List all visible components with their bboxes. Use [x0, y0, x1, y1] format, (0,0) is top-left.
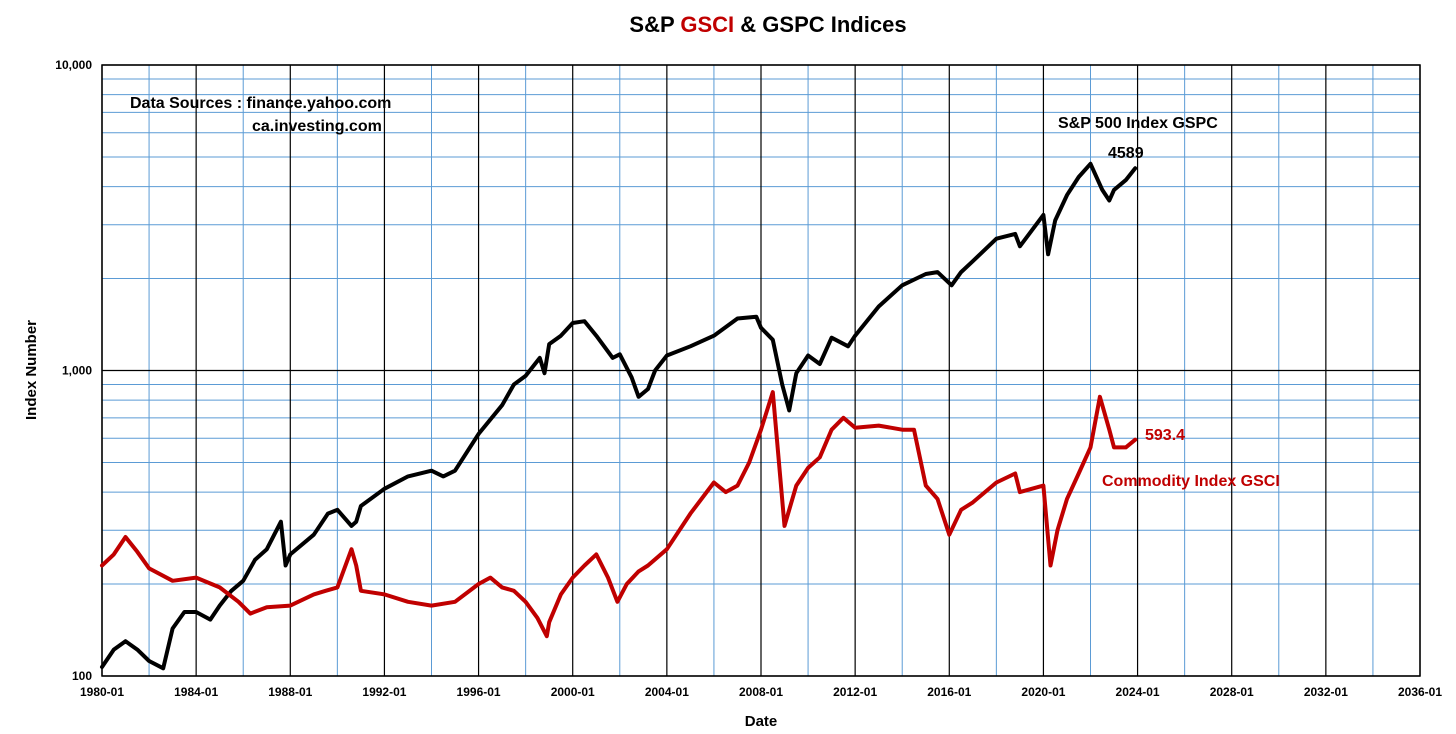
- data-sources-line2: ca.investing.com: [252, 118, 382, 135]
- x-tick-label: 1988-01: [268, 685, 312, 699]
- x-tick-label: 2028-01: [1210, 685, 1254, 699]
- gspc-last-value: 4589: [1108, 145, 1144, 162]
- y-tick-label: 10,000: [55, 58, 92, 72]
- x-tick-label: 2004-01: [645, 685, 689, 699]
- y-tick-labels: 100 1,000 10,000: [55, 58, 92, 683]
- x-tick-label: 1980-01: [80, 685, 124, 699]
- x-tick-labels: 1980-01 1984-01 1988-01 1992-01 1996-01 2000-…: [80, 685, 1442, 699]
- series-layer: [100, 161, 1138, 671]
- x-tick-label: 2016-01: [927, 685, 971, 699]
- x-tick-label: 2036-01: [1398, 685, 1442, 699]
- x-tick-label: 2020-01: [1021, 685, 1065, 699]
- x-tick-label: 2000-01: [551, 685, 595, 699]
- x-tick-label: 1984-01: [174, 685, 218, 699]
- gsci-series-line: [100, 390, 1138, 639]
- chart-title-part3: & GSPC Indices: [734, 12, 907, 37]
- y-tick-label: 100: [72, 669, 92, 683]
- gspc-series-label: S&P 500 Index GSPC: [1058, 115, 1218, 132]
- gspc-series-line: [100, 161, 1138, 671]
- chart-title-part1: S&P: [629, 12, 681, 37]
- chart-title: S&P GSCI & GSPC Indices: [0, 12, 1456, 38]
- data-sources-line1: Data Sources : finance.yahoo.com: [130, 95, 391, 112]
- gsci-last-value: 593.4: [1145, 427, 1185, 444]
- x-tick-label: 2024-01: [1116, 685, 1160, 699]
- x-tick-label: 1992-01: [362, 685, 406, 699]
- chart-title-part2: GSCI: [680, 12, 735, 37]
- y-axis-title: Index Number: [23, 320, 40, 420]
- x-tick-label: 2032-01: [1304, 685, 1348, 699]
- y-tick-label: 1,000: [62, 364, 92, 378]
- x-tick-label: 2012-01: [833, 685, 877, 699]
- x-tick-label: 1996-01: [457, 685, 501, 699]
- plot-frame: [101, 64, 1421, 677]
- x-axis-title: Date: [745, 713, 778, 730]
- x-tick-label: 2008-01: [739, 685, 783, 699]
- gsci-series-label: Commodity Index GSCI: [1102, 473, 1280, 490]
